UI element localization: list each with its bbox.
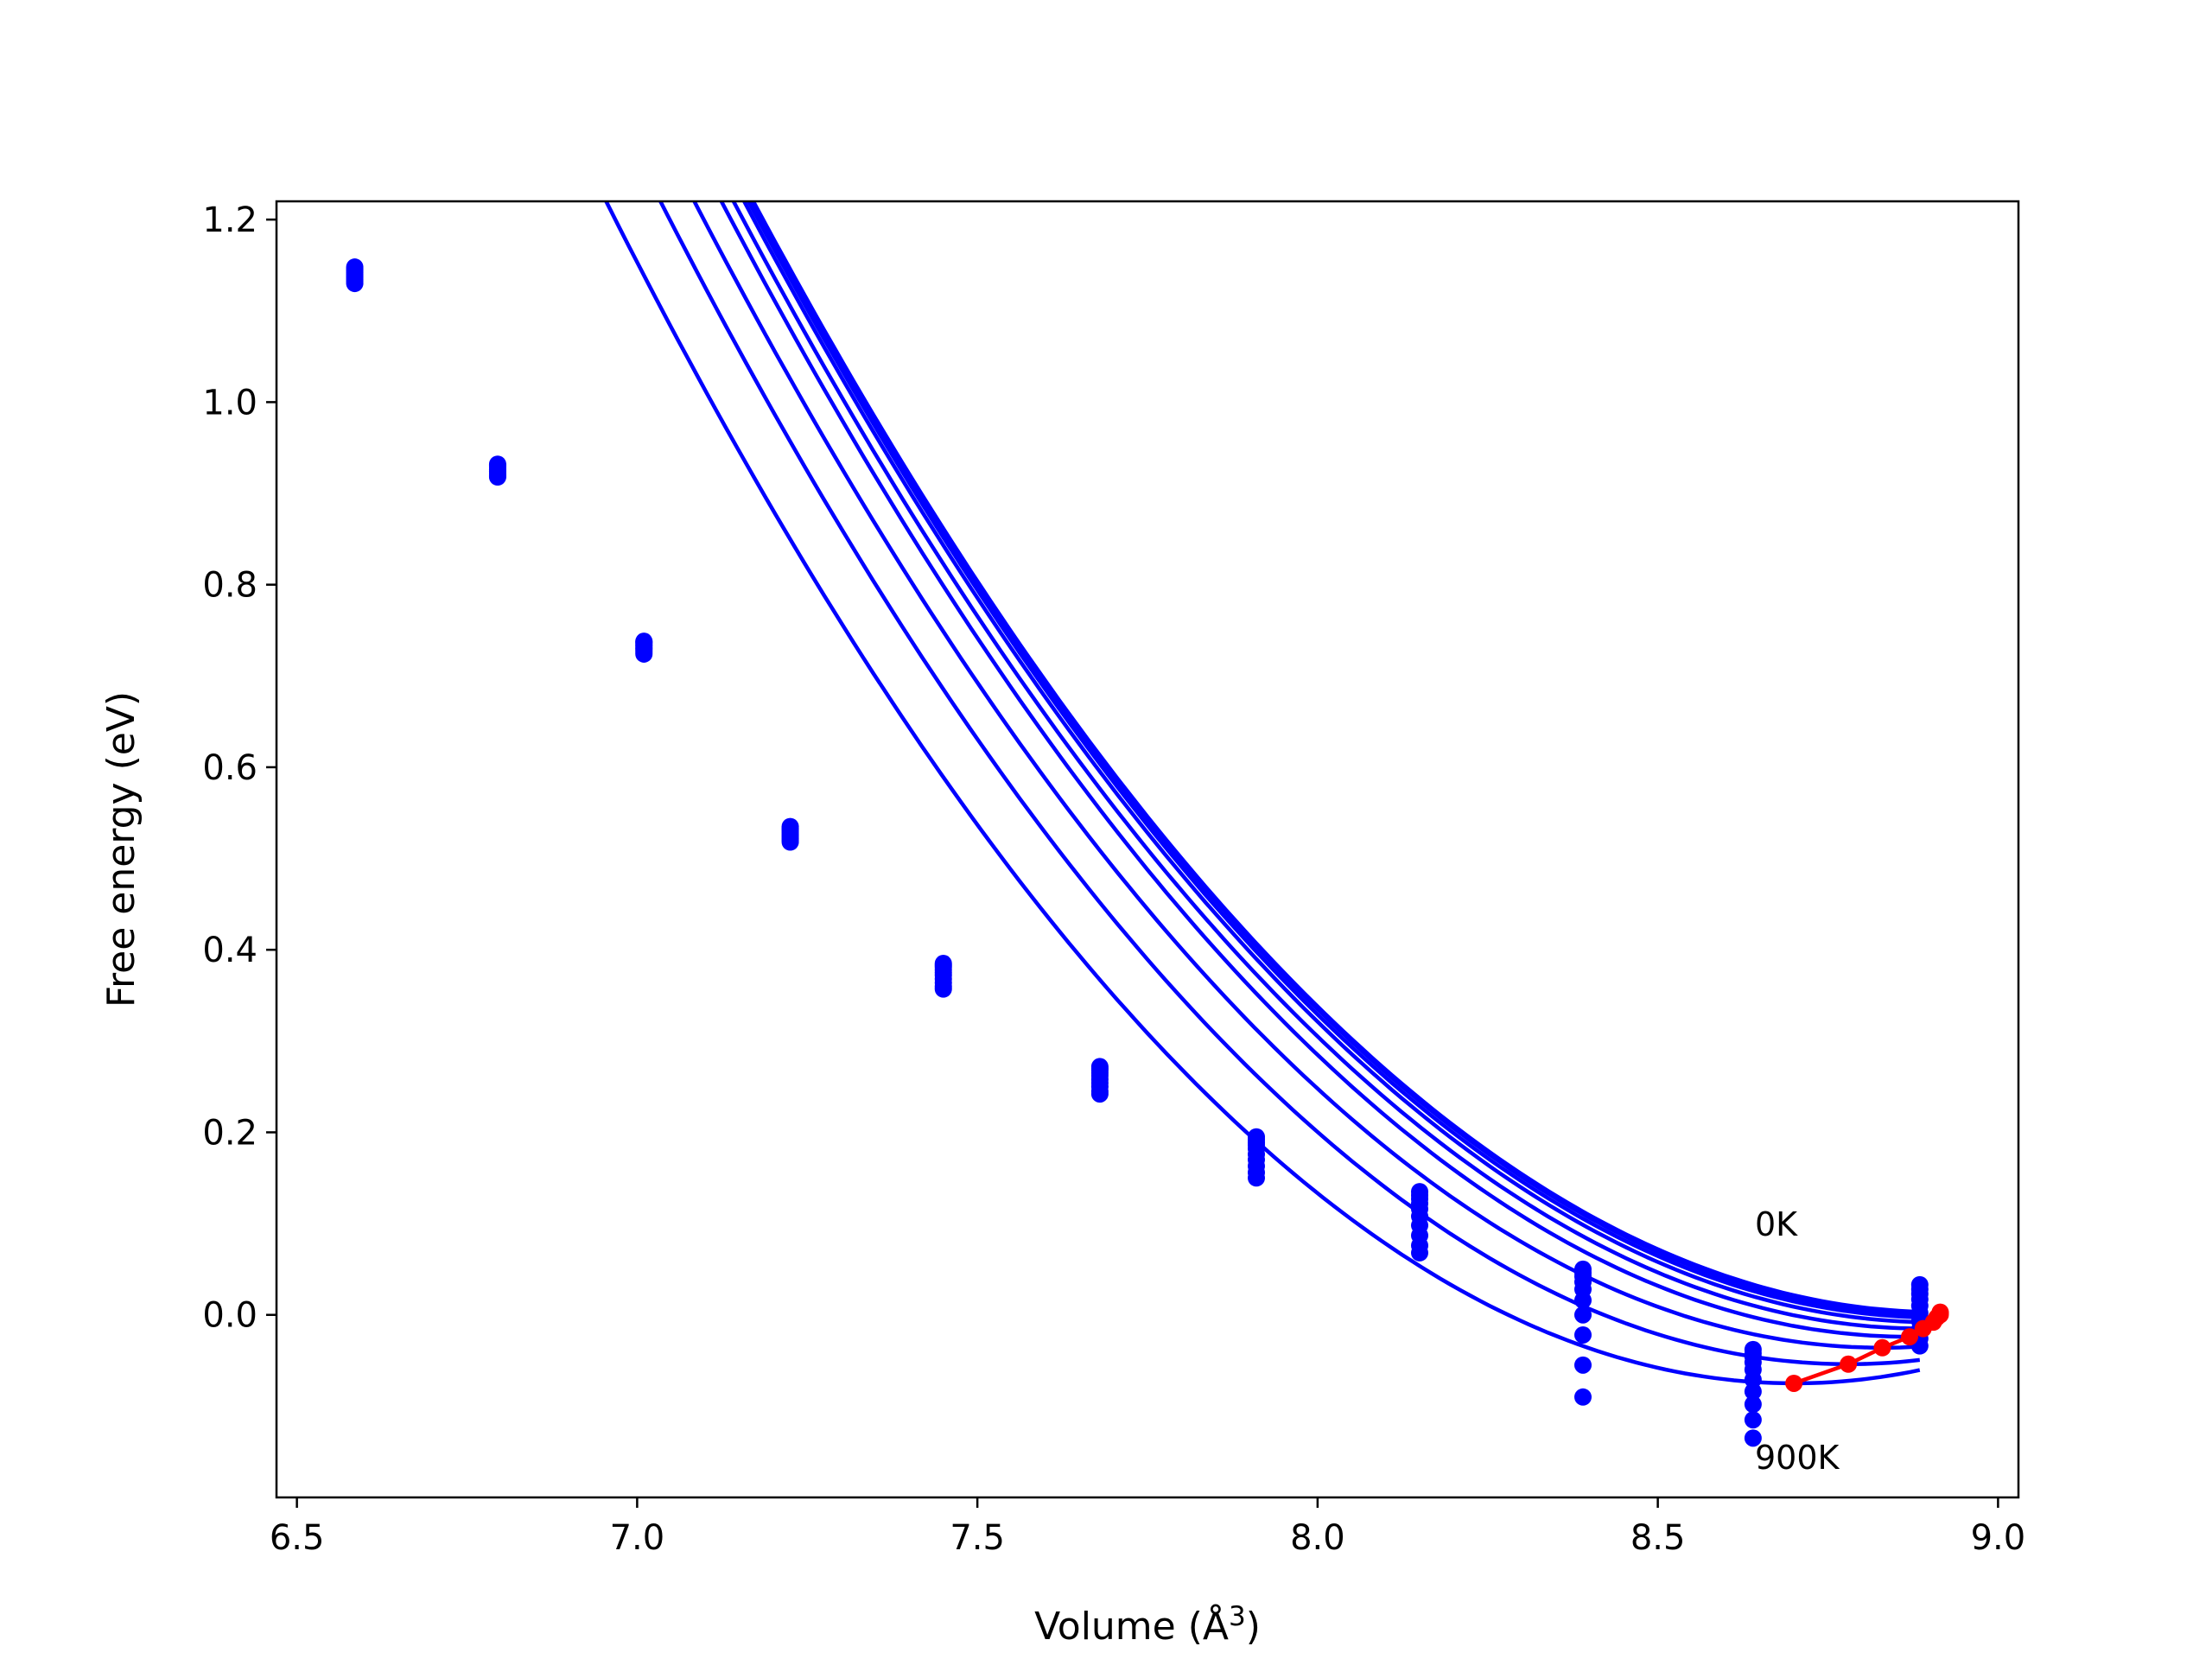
data-point: [1090, 1085, 1109, 1103]
fit-curve: [741, 201, 1920, 1325]
data-point: [1744, 1429, 1762, 1447]
data-point: [1574, 1356, 1592, 1374]
x-tick-label: 7.0: [610, 1518, 665, 1558]
x-tick-label: 7.5: [950, 1518, 1005, 1558]
x-axis-ticks: 6.5 7.0 7.5 8.0 8.5 9.0: [270, 1497, 2025, 1558]
fit-curve: [731, 201, 1920, 1331]
data-point: [934, 980, 952, 998]
data-point: [1574, 1291, 1592, 1309]
minimum-path: [1785, 1303, 1949, 1392]
fit-curve: [746, 201, 1920, 1319]
data-point: [1744, 1411, 1762, 1429]
minimum-point: [1873, 1338, 1891, 1357]
data-point: [1248, 1169, 1265, 1187]
data-point: [1411, 1243, 1428, 1262]
fit-curve: [692, 201, 1920, 1351]
data-point: [1744, 1395, 1762, 1414]
y-axis-label: Free energy (eV): [99, 691, 143, 1007]
x-tick-label: 6.5: [270, 1518, 325, 1558]
x-tick-label: 9.0: [1971, 1518, 2026, 1558]
minimum-point: [1914, 1319, 1932, 1338]
fit-curve: [603, 201, 1921, 1386]
minimum-point: [1840, 1355, 1858, 1373]
x-axis-label: Volume (Å3): [1034, 1601, 1261, 1649]
data-points: [346, 258, 1929, 1447]
data-point: [781, 833, 799, 851]
minimum-point: [1785, 1374, 1803, 1392]
data-point: [635, 645, 653, 663]
y-tick-label: 0.4: [202, 931, 257, 970]
y-tick-label: 1.2: [202, 200, 257, 240]
y-tick-label: 0.6: [202, 748, 257, 788]
x-tick-label: 8.5: [1630, 1518, 1686, 1558]
data-point: [1574, 1325, 1592, 1344]
x-tick-label: 8.0: [1290, 1518, 1345, 1558]
annotation-0k: 0K: [1755, 1205, 1798, 1243]
y-tick-label: 0.0: [202, 1296, 257, 1336]
minimum-point: [1901, 1328, 1918, 1346]
fit-curve: [658, 201, 1921, 1367]
plot-area: [346, 201, 1949, 1447]
data-point: [1744, 1382, 1762, 1401]
annotation-900k: 900K: [1755, 1439, 1840, 1477]
y-tick-label: 0.2: [202, 1113, 257, 1153]
y-axis-ticks: 0.0 0.2 0.4 0.6 0.8 1.0 1.2: [202, 200, 276, 1336]
data-point: [1744, 1370, 1762, 1389]
fit-curve: [749, 201, 1920, 1317]
data-point: [346, 275, 364, 293]
data-point: [1574, 1388, 1592, 1406]
data-point: [488, 468, 506, 486]
data-point: [1574, 1306, 1592, 1324]
fit-curves: [603, 201, 1921, 1386]
fit-curve: [719, 201, 1920, 1339]
y-tick-label: 0.8: [202, 566, 257, 606]
plot-frame: [275, 200, 2020, 1499]
y-tick-label: 1.0: [202, 383, 257, 423]
